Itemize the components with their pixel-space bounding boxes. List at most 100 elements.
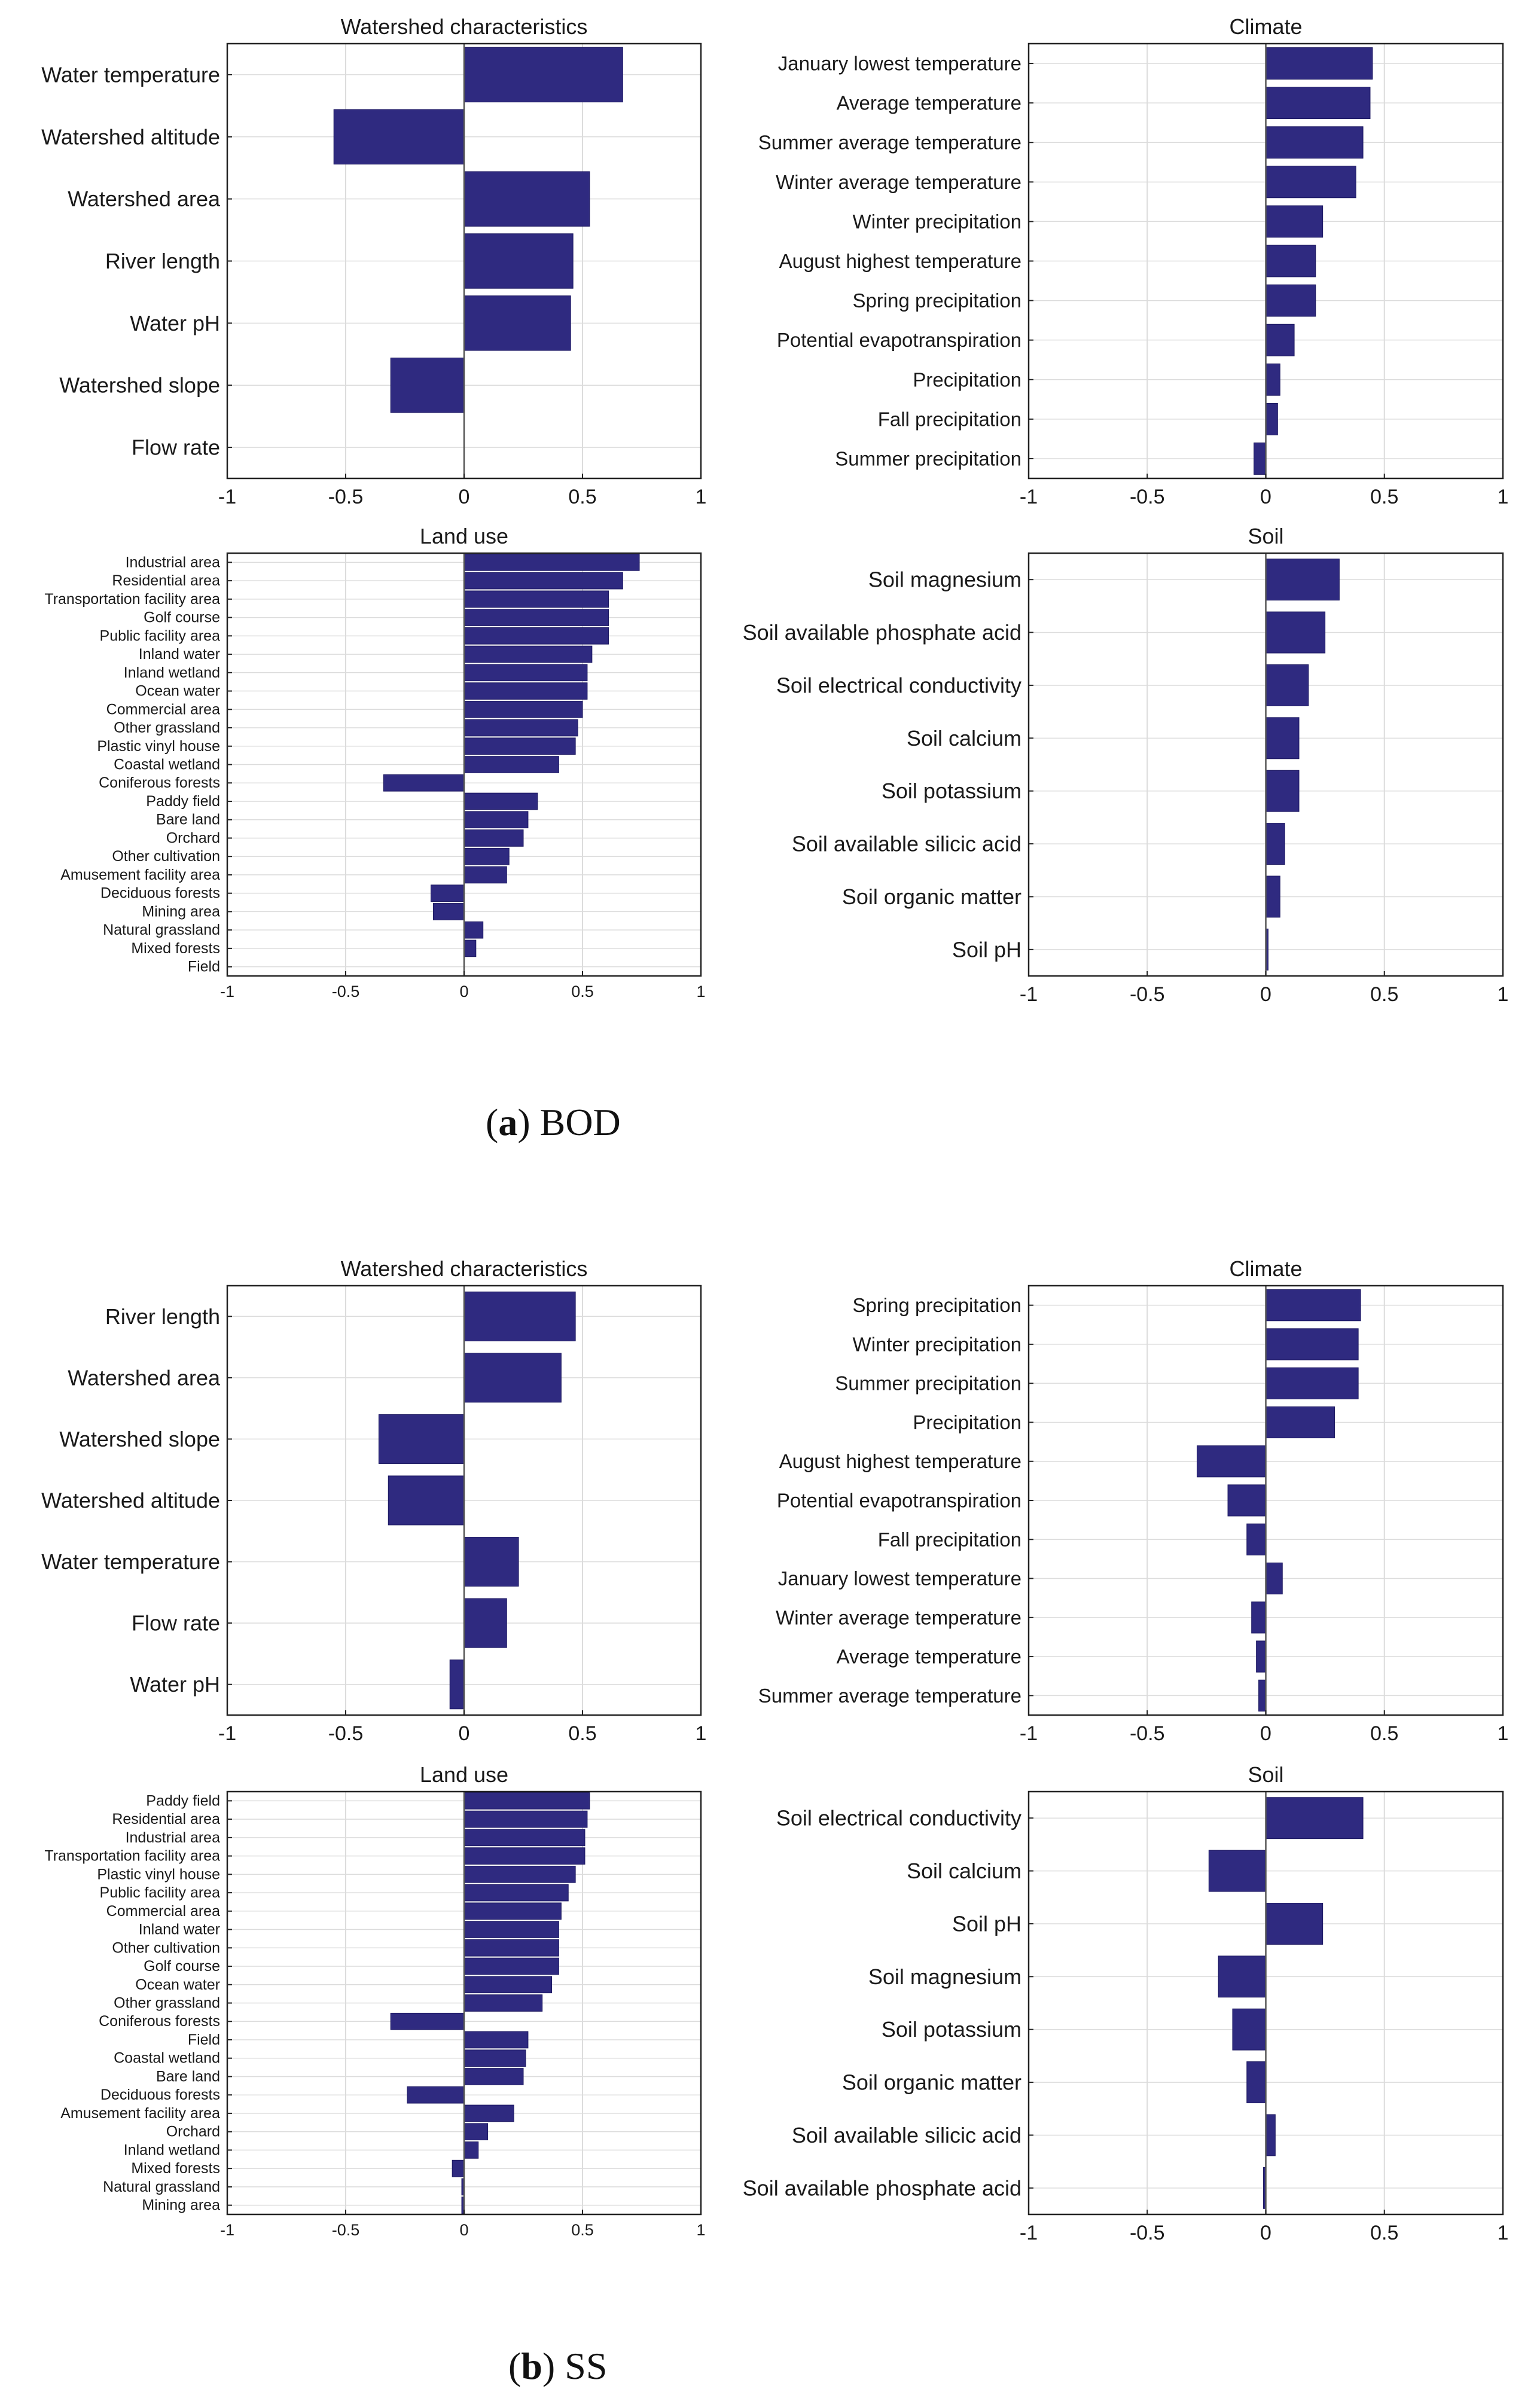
category-label: Transportation facility area bbox=[44, 591, 220, 608]
category-label: Bare land bbox=[156, 2068, 220, 2085]
bar bbox=[1265, 875, 1280, 918]
bar bbox=[463, 1976, 553, 1994]
chart-panel-b-climate: Spring precipitation Winter precipitation… bbox=[758, 1256, 1509, 1745]
category-label: Coniferous forests bbox=[99, 2013, 220, 2030]
chart-title: Land use bbox=[420, 524, 508, 548]
category-label: Soil available phosphate acid bbox=[743, 620, 1021, 645]
caption-ss: (b) SS bbox=[508, 2345, 608, 2387]
caption-ss-label: SS bbox=[565, 2345, 608, 2387]
category-label: Spring precipitation bbox=[853, 289, 1022, 312]
bar bbox=[1265, 1328, 1359, 1360]
bar bbox=[1265, 87, 1371, 120]
bar bbox=[1265, 1367, 1359, 1399]
category-label: Residential area bbox=[112, 572, 220, 589]
bar bbox=[463, 590, 609, 608]
bar bbox=[463, 1792, 590, 1810]
category-label: Deciduous forests bbox=[100, 2086, 220, 2103]
x-tick-label: 0.5 bbox=[1370, 2222, 1398, 2244]
category-label: Soil pH bbox=[952, 937, 1021, 962]
x-tick-label: 0.5 bbox=[1370, 1722, 1398, 1745]
bar bbox=[1258, 1679, 1266, 1711]
bar bbox=[463, 1994, 543, 2012]
category-label: Soil electrical conductivity bbox=[776, 673, 1021, 697]
x-tick-label: 1 bbox=[696, 1722, 707, 1745]
category-label: Soil pH bbox=[952, 1911, 1021, 1936]
category-label: Inland wetland bbox=[124, 664, 220, 681]
x-tick-label: -1 bbox=[218, 486, 236, 508]
bar bbox=[463, 47, 623, 103]
bar bbox=[1265, 363, 1280, 396]
x-tick-label: 1 bbox=[1498, 2222, 1509, 2244]
bar bbox=[463, 2104, 514, 2122]
bar bbox=[390, 358, 465, 413]
category-label: Public facility area bbox=[100, 1884, 221, 1901]
chart-panel-a-climate: January lowest temperature Average temper… bbox=[758, 14, 1509, 508]
category-label: Fall precipitation bbox=[878, 1529, 1021, 1551]
chart-title: Climate bbox=[1229, 1256, 1302, 1281]
category-label: Soil available silicic acid bbox=[792, 2123, 1021, 2147]
bar bbox=[463, 664, 588, 682]
category-label: Mixed forests bbox=[131, 940, 220, 957]
bar bbox=[1265, 245, 1316, 277]
bar bbox=[449, 1659, 465, 1710]
bar bbox=[433, 903, 465, 920]
category-label: Spring precipitation bbox=[853, 1294, 1022, 1316]
x-tick-label: 0.5 bbox=[1370, 486, 1398, 508]
category-label: Soil electrical conductivity bbox=[776, 1806, 1021, 1831]
bar bbox=[463, 572, 623, 590]
bar bbox=[1265, 2114, 1276, 2156]
bar bbox=[463, 737, 576, 755]
category-label: Summer average temperature bbox=[758, 132, 1021, 154]
bar bbox=[1265, 205, 1324, 238]
bar bbox=[1197, 1445, 1267, 1478]
category-label: Inland water bbox=[139, 1921, 220, 1938]
bar bbox=[1246, 2061, 1267, 2104]
category-label: Mixed forests bbox=[131, 2160, 220, 2177]
category-label: Average temperature bbox=[837, 1646, 1021, 1668]
category-label: Watershed area bbox=[68, 187, 221, 211]
bar bbox=[463, 2068, 524, 2085]
category-label: Water temperature bbox=[41, 62, 220, 87]
bar bbox=[463, 682, 588, 700]
category-label: Commercial area bbox=[106, 1903, 220, 1920]
bar bbox=[1265, 1406, 1335, 1439]
x-tick-label: 1 bbox=[696, 983, 705, 1000]
bar bbox=[463, 1537, 519, 1587]
x-tick-label: -0.5 bbox=[1130, 486, 1165, 508]
category-label: Watershed area bbox=[68, 1365, 221, 1390]
bar bbox=[463, 1902, 562, 1920]
chart-panel-a-watershed: Water temperature Watershed altitude Water… bbox=[41, 14, 706, 508]
x-tick-label: -1 bbox=[220, 983, 234, 1000]
x-tick-label: 1 bbox=[1498, 983, 1509, 1006]
category-label: Coastal wetland bbox=[114, 2050, 220, 2067]
category-label: Inland wetland bbox=[124, 2141, 220, 2158]
category-label: Coniferous forests bbox=[99, 774, 220, 791]
bar bbox=[1265, 823, 1285, 865]
bar bbox=[463, 829, 524, 847]
caption-bod-letter: a bbox=[498, 1101, 518, 1143]
x-tick-label: 0.5 bbox=[568, 1722, 596, 1745]
category-label: Soil potassium bbox=[882, 779, 1021, 803]
bar bbox=[1265, 1797, 1364, 1839]
bar bbox=[463, 1884, 569, 1902]
category-label: Winter precipitation bbox=[853, 210, 1021, 233]
bar bbox=[1265, 1562, 1283, 1595]
bar bbox=[463, 1847, 585, 1865]
bar bbox=[463, 1353, 562, 1403]
bar bbox=[463, 1865, 576, 1883]
category-label: River length bbox=[105, 249, 220, 273]
bar bbox=[1265, 770, 1300, 812]
bar bbox=[1218, 1955, 1266, 1998]
category-label: Watershed slope bbox=[59, 1427, 220, 1451]
category-label: Soil magnesium bbox=[868, 1964, 1021, 1989]
category-label: Winter average temperature bbox=[776, 171, 1021, 193]
bar bbox=[463, 2049, 526, 2067]
bar bbox=[1265, 1902, 1324, 1945]
category-label: Plastic vinyl house bbox=[97, 1866, 220, 1883]
bar bbox=[463, 1291, 576, 1341]
x-tick-label: 1 bbox=[1498, 486, 1509, 508]
category-label: Summer average temperature bbox=[758, 1685, 1021, 1707]
chart-title: Soil bbox=[1248, 524, 1283, 548]
category-label: Transportation facility area bbox=[44, 1848, 220, 1865]
bar bbox=[463, 554, 640, 571]
